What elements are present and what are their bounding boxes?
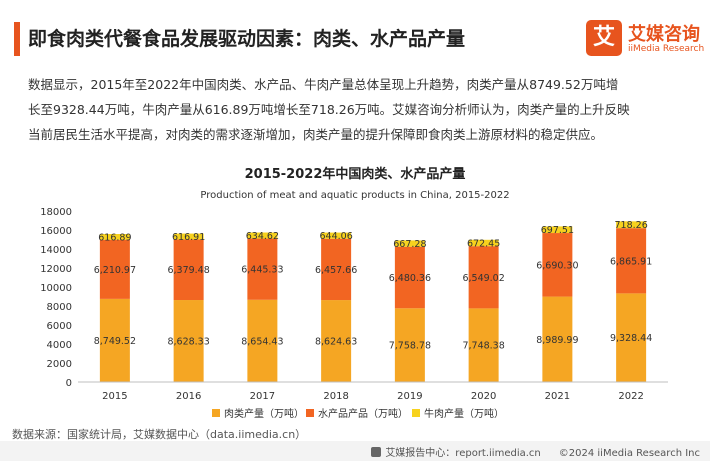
bar-segment (394, 240, 425, 247)
bar-segment (321, 232, 352, 239)
bar-segment (99, 239, 130, 299)
bar-segment (99, 234, 130, 240)
legend-swatch (212, 409, 220, 417)
data-label: 8,624.63 (315, 337, 357, 348)
bar-segment (542, 296, 573, 382)
y-tick-label: 12000 (40, 264, 72, 275)
bar-segment (468, 239, 499, 247)
y-tick-label: 2000 (47, 359, 72, 370)
footer-info: 艾媒报告中心：report.iimedia.cn ©2024 iiMedia Re… (371, 444, 700, 459)
bar-segment (616, 293, 647, 382)
x-tick-label: 2019 (397, 391, 422, 402)
legend: 肉类产量（万吨） 水产品产品（万吨） 牛肉产量（万吨） (212, 407, 504, 420)
data-label: 644.06 (320, 231, 353, 242)
y-tick-label: 16000 (40, 226, 72, 237)
x-tick-label: 2017 (250, 391, 275, 402)
y-tick-label: 14000 (40, 245, 72, 256)
stacked-bar-chart: 2015-2022年中国肉类、水产品产量 Production of meat … (40, 166, 668, 420)
data-label: 6,865.91 (610, 256, 652, 267)
data-label: 718.26 (615, 220, 648, 231)
legend-label: 肉类产量（万吨） (224, 407, 304, 420)
y-tick-label: 4000 (47, 340, 72, 351)
copyright-text: ©2024 iiMedia Research Inc (558, 448, 700, 459)
data-label: 6,549.02 (462, 273, 504, 284)
data-label: 667.28 (393, 239, 426, 250)
data-label: 616.89 (98, 232, 131, 243)
legend-swatch (306, 409, 314, 417)
data-label: 697.51 (541, 225, 574, 236)
bar-segment (173, 300, 204, 382)
x-tick-label: 2020 (471, 391, 496, 402)
data-label: 8,989.99 (536, 335, 578, 346)
y-tick-label: 10000 (40, 283, 72, 294)
x-tick-label: 2015 (102, 391, 127, 402)
x-tick-label: 2022 (618, 391, 643, 402)
x-tick-label: 2016 (176, 391, 201, 402)
legend-label: 牛肉产量（万吨） (424, 407, 504, 420)
logo-english-name: iiMedia Research (628, 44, 705, 54)
data-label: 7,758.78 (389, 341, 431, 352)
data-label: 8,628.33 (167, 337, 209, 348)
data-label: 6,480.36 (389, 273, 431, 284)
bar-segment (247, 238, 278, 300)
data-source: 数据来源：国家统计局，艾媒数据中心（data.iimedia.cn） (12, 428, 307, 441)
data-label: 6,690.30 (536, 260, 578, 271)
bar-segment (247, 232, 278, 239)
bar-segment (321, 238, 352, 301)
title-accent-bar (14, 22, 20, 56)
bar-segment (321, 300, 352, 382)
chart-title: 2015-2022年中国肉类、水产品产量 (245, 166, 466, 182)
report-center-icon (371, 447, 382, 457)
data-label: 6,210.97 (94, 265, 136, 276)
chart-subtitle: Production of meat and aquatic products … (200, 190, 509, 201)
data-label: 7,748.38 (462, 341, 504, 352)
y-tick-label: 6000 (47, 321, 72, 332)
bar-segment (616, 228, 647, 294)
y-tick-label: 18000 (40, 207, 72, 218)
iimedia-logo: 艾 艾媒咨询 iiMedia Research (586, 18, 705, 60)
y-axis: 0 2000 4000 6000 8000 10000 12000 14000 16000 180… (40, 207, 72, 389)
bar-segment (394, 246, 425, 309)
paragraph-line: 长至9328.44万吨，牛肉产量从616.89万吨增长至718.26万吨。艾媒咨… (28, 102, 630, 117)
data-label: 634.62 (246, 231, 279, 242)
data-label: 616.91 (172, 232, 205, 243)
bar-segment (542, 226, 573, 234)
description-paragraph: 数据显示，2015年至2022年中国肉类、水产品、牛肉产量总体呈现上升趋势，肉类… (28, 72, 688, 147)
bar-segment (99, 298, 130, 382)
legend-swatch (412, 409, 420, 417)
x-axis: 2015 2016 2017 2018 2019 2020 2021 2022 (78, 381, 668, 402)
bar-segment (542, 233, 573, 297)
bar-segment (616, 221, 647, 229)
footer-bar: 艾媒报告中心：report.iimedia.cn ©2024 iiMedia Re… (0, 441, 710, 461)
y-tick-label: 0 (66, 378, 72, 389)
bar-segment (173, 239, 204, 301)
bar-segment (394, 308, 425, 382)
legend-label: 水产品产品（万吨） (318, 407, 408, 420)
logo-mark: 艾 (586, 20, 622, 56)
data-label: 9,328.44 (610, 333, 652, 344)
paragraph-line: 当前居民生活水平提高，对肉类的需求逐渐增加，肉类产量的提升保障即食肉类上游原材料… (28, 127, 604, 142)
logo-chinese-name: 艾媒咨询 (628, 24, 700, 45)
bar-segment (468, 308, 499, 382)
data-label: 8,749.52 (94, 336, 136, 347)
data-label: 672.45 (467, 238, 500, 249)
data-label: 6,379.48 (167, 265, 209, 276)
data-label: 8,654.43 (241, 336, 283, 347)
report-center-link[interactable]: 艾媒报告中心：report.iimedia.cn (385, 448, 541, 459)
page-title: 即食肉类代餐食品发展驱动因素：肉类、水产品产量 (28, 28, 466, 50)
bars-group: 8,749.52 6,210.97 616.89 8,628.33 6,379.48 61… (94, 220, 652, 382)
data-label: 6,445.33 (241, 265, 283, 276)
x-tick-label: 2021 (545, 391, 570, 402)
data-label: 6,457.66 (315, 265, 357, 276)
paragraph-line: 数据显示，2015年至2022年中国肉类、水产品、牛肉产量总体呈现上升趋势，肉类… (28, 77, 619, 92)
bar-segment (247, 299, 278, 382)
bar-segment (468, 246, 499, 309)
x-tick-label: 2018 (323, 391, 348, 402)
bar-segment (173, 233, 204, 240)
y-tick-label: 8000 (47, 302, 72, 313)
